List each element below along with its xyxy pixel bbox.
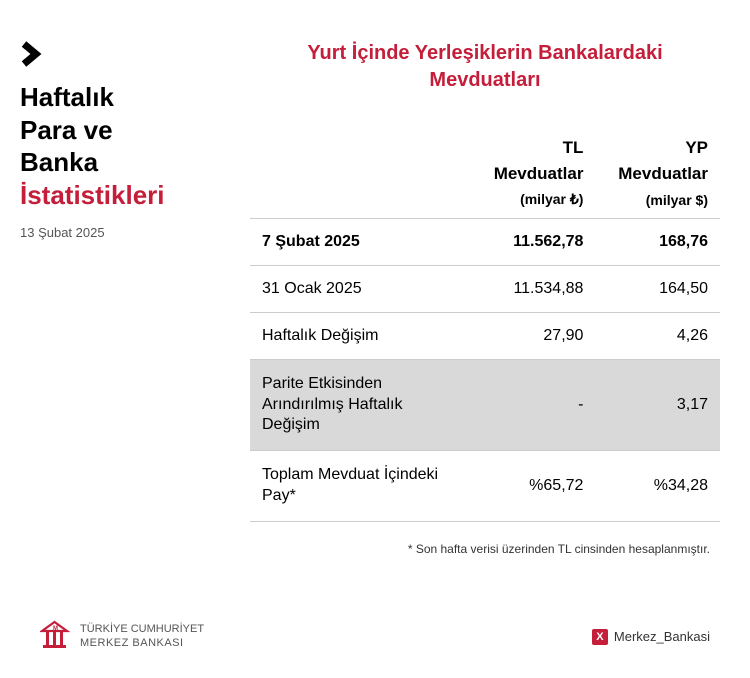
title-line-1: Haftalık bbox=[20, 81, 220, 114]
table-header-empty-3 bbox=[250, 187, 471, 219]
table-row: Parite Etkisinden Arındırılmış Haftalık … bbox=[250, 359, 720, 450]
bank-logo-icon: M bbox=[40, 619, 72, 654]
x-icon: X bbox=[592, 629, 608, 645]
row-value-yp: %34,28 bbox=[595, 451, 720, 522]
report-date: 13 Şubat 2025 bbox=[20, 225, 220, 240]
col2-head-line1: YP bbox=[595, 134, 720, 160]
org-name-line2: MERKEZ BANKASI bbox=[80, 637, 204, 651]
col2-unit: (milyar $) bbox=[595, 187, 720, 219]
org-name-line1: TÜRKİYE CUMHURİYET bbox=[80, 623, 204, 637]
table-row: 31 Ocak 202511.534,88164,50 bbox=[250, 265, 720, 312]
row-value-tl: 27,90 bbox=[471, 312, 596, 359]
title-line-3: Banka bbox=[20, 146, 220, 179]
row-label: Parite Etkisinden Arındırılmış Haftalık … bbox=[250, 359, 471, 450]
chevron-right-icon bbox=[20, 40, 220, 73]
footer: M TÜRKİYE CUMHURİYET MERKEZ BANKASI X Me… bbox=[40, 619, 710, 654]
col1-head-line1: TL bbox=[471, 134, 596, 160]
org-logo-block: M TÜRKİYE CUMHURİYET MERKEZ BANKASI bbox=[40, 619, 204, 654]
main-content: Yurt İçinde Yerleşiklerin Bankalardaki M… bbox=[240, 40, 720, 648]
social-link[interactable]: X Merkez_Bankasi bbox=[592, 629, 710, 645]
row-value-yp: 4,26 bbox=[595, 312, 720, 359]
table-body: 7 Şubat 202511.562,78168,7631 Ocak 20251… bbox=[250, 218, 720, 521]
col1-unit: (milyar ₺) bbox=[471, 187, 596, 219]
title-line-2: Para ve bbox=[20, 114, 220, 147]
row-label: Haftalık Değişim bbox=[250, 312, 471, 359]
row-value-yp: 3,17 bbox=[595, 359, 720, 450]
row-value-yp: 164,50 bbox=[595, 265, 720, 312]
row-label: 7 Şubat 2025 bbox=[250, 218, 471, 265]
row-value-yp: 168,76 bbox=[595, 218, 720, 265]
table-footnote: * Son hafta verisi üzerinden TL cinsinde… bbox=[250, 542, 720, 556]
report-title: Haftalık Para ve Banka İstatistikleri bbox=[20, 81, 220, 211]
row-value-tl: 11.534,88 bbox=[471, 265, 596, 312]
table-title: Yurt İçinde Yerleşiklerin Bankalardaki M… bbox=[250, 40, 720, 94]
deposits-table: TL YP Mevduatlar Mevduatlar (milyar ₺) (… bbox=[250, 134, 720, 522]
table-row: 7 Şubat 202511.562,78168,76 bbox=[250, 218, 720, 265]
row-label: Toplam Mevduat İçindeki Pay* bbox=[250, 451, 471, 522]
row-value-tl: 11.562,78 bbox=[471, 218, 596, 265]
social-handle: Merkez_Bankasi bbox=[614, 629, 710, 644]
sidebar: Haftalık Para ve Banka İstatistikleri 13… bbox=[20, 40, 240, 648]
table-row: Haftalık Değişim27,904,26 bbox=[250, 312, 720, 359]
col2-head-line2: Mevduatlar bbox=[595, 160, 720, 186]
row-label: 31 Ocak 2025 bbox=[250, 265, 471, 312]
org-name: TÜRKİYE CUMHURİYET MERKEZ BANKASI bbox=[80, 623, 204, 651]
table-row: Toplam Mevduat İçindeki Pay*%65,72%34,28 bbox=[250, 451, 720, 522]
table-header-empty-2 bbox=[250, 160, 471, 186]
row-value-tl: %65,72 bbox=[471, 451, 596, 522]
title-line-red: İstatistikleri bbox=[20, 179, 220, 212]
table-header-empty bbox=[250, 134, 471, 160]
svg-text:M: M bbox=[53, 626, 58, 632]
row-value-tl: - bbox=[471, 359, 596, 450]
col1-head-line2: Mevduatlar bbox=[471, 160, 596, 186]
